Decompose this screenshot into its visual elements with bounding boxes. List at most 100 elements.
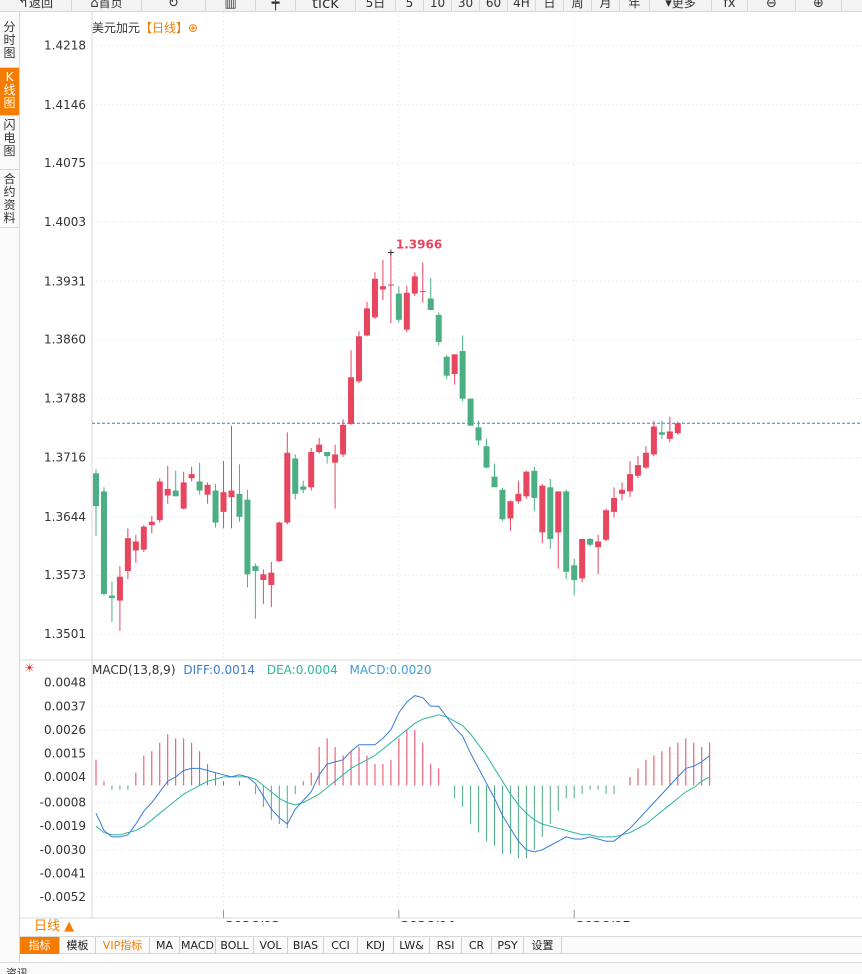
toolbar-item-2[interactable]: ↻	[142, 0, 206, 11]
toolbar-item-7[interactable]: 5	[396, 0, 424, 11]
period-select-button[interactable]: 日线 ▲	[34, 919, 75, 934]
toolbar-item-label: 周	[571, 0, 584, 10]
candle-body	[395, 293, 402, 320]
indicator-tab-9[interactable]: KDJ	[358, 937, 394, 954]
indicator-tab-7[interactable]: BIAS	[288, 937, 324, 954]
toolbar-item-12[interactable]: 日	[536, 0, 564, 11]
indicator-tab-8[interactable]: CCI	[324, 937, 358, 954]
toolbar-item-label: 年	[628, 0, 641, 10]
diff-line	[95, 695, 711, 853]
candle-body	[483, 446, 490, 468]
chart-bars-icon: ▥	[224, 0, 237, 11]
price-tick-label: 1.4075	[44, 156, 86, 170]
chart-title: 美元加元【日线】⊕	[92, 19, 198, 36]
indicator-tab-1[interactable]: 模板	[60, 937, 96, 954]
toolbar-item-4[interactable]: ┿	[256, 0, 296, 11]
side-tab-2[interactable]: 闪电图	[0, 116, 19, 170]
price-tick-label: 1.4146	[44, 98, 86, 112]
candle-body	[356, 336, 363, 382]
candle-body	[108, 595, 115, 599]
candle-body	[324, 451, 331, 457]
macd-tick-label: -0.0052	[40, 890, 86, 904]
candle-body	[196, 481, 203, 491]
toolbar-item-0[interactable]: ↰返回	[0, 0, 72, 11]
toolbar-item-13[interactable]: 周	[564, 0, 592, 11]
toolbar-item-19[interactable]: ⊕	[796, 0, 842, 11]
news-tab[interactable]: 资讯	[6, 967, 28, 974]
indicator-tab-10[interactable]: LW&	[394, 937, 430, 954]
add-symbol-icon[interactable]: ⊕	[188, 21, 199, 35]
side-tab-label: K线图	[3, 70, 16, 110]
indicator-tab-6[interactable]: VOL	[254, 937, 288, 954]
candle-body	[371, 278, 378, 318]
indicator-tab-13[interactable]: PSY	[492, 937, 524, 954]
candle-body	[467, 398, 474, 426]
side-tab-label: 合约资料	[3, 172, 16, 225]
candle-body	[204, 484, 211, 495]
period-label: 【日线】	[140, 21, 189, 35]
dea-value: DEA:0.0004	[266, 663, 338, 677]
toolbar-item-15[interactable]: 年	[620, 0, 650, 11]
candle-body	[619, 489, 626, 494]
toolbar-item-17[interactable]: fx	[712, 0, 748, 11]
macd-name: MACD(13,8,9)	[92, 663, 176, 677]
candle-body	[140, 526, 147, 550]
toolbar-item-6[interactable]: 5日	[356, 0, 396, 11]
indicator-tab-0[interactable]: 指标	[20, 937, 60, 954]
toolbar-item-label: 30	[457, 0, 474, 10]
candle-body	[563, 491, 570, 572]
candle-body	[228, 490, 235, 498]
candle-body	[435, 314, 442, 342]
candle-body	[634, 465, 641, 476]
toolbar-item-9[interactable]: 30	[452, 0, 480, 11]
toolbar-item-3[interactable]: ▥	[206, 0, 256, 11]
price-tick-label: 1.3716	[44, 451, 86, 465]
indicator-tab-14[interactable]: 设置	[524, 937, 562, 954]
indicator-tab-4[interactable]: MACD	[180, 937, 216, 954]
candle-body	[172, 490, 179, 497]
indicator-tab-11[interactable]: RSI	[430, 937, 462, 954]
toolbar-item-16[interactable]: ▾更多	[650, 0, 712, 11]
toolbar-item-label: 日	[543, 0, 556, 10]
candle-body	[180, 482, 187, 509]
side-tab-1[interactable]: K线图	[0, 68, 19, 116]
function-fx-icon: fx	[723, 0, 736, 11]
candle-body	[507, 501, 514, 519]
candle-body	[300, 486, 307, 490]
candle-body	[268, 572, 275, 585]
indicator-tab-3[interactable]: MA	[150, 937, 180, 954]
side-tab-3[interactable]: 合约资料	[0, 170, 19, 228]
macd-tick-label: -0.0041	[40, 866, 86, 880]
macd-tick-label: -0.0019	[40, 819, 86, 833]
indicator-tab-5[interactable]: BOLL	[216, 937, 254, 954]
candle-body	[674, 423, 681, 434]
price-tick-label: 1.3931	[44, 274, 86, 288]
indicator-settings-icon[interactable]: ☀	[24, 661, 35, 675]
price-tick-label: 1.3788	[44, 392, 86, 406]
price-tick-label: 1.4003	[44, 215, 86, 229]
toolbar-item-8[interactable]: 10	[424, 0, 452, 11]
date-tick-label: 2026/04	[401, 919, 455, 922]
candle-body	[650, 426, 657, 455]
side-tab-0[interactable]: 分时图	[0, 18, 19, 68]
toolbar-item-10[interactable]: 60	[480, 0, 508, 11]
toolbar-item-11[interactable]: 4H	[508, 0, 536, 11]
refresh-icon: ↻	[168, 0, 179, 11]
toolbar-item-14[interactable]: 月	[592, 0, 620, 11]
toolbar-item-5[interactable]: tick	[296, 0, 356, 11]
indicator-tab-2[interactable]: VIP指标	[96, 937, 150, 954]
indicator-tab-12[interactable]: CR	[462, 937, 492, 954]
candle-body	[611, 497, 618, 512]
candle-body	[443, 356, 450, 376]
top-toolbar: ↰返回 ⌂首页 ↻ ▥ ┿ tick 5日 5 10 30 60 4H 日 周月年 ▾更多 fx ⊖ ⊕	[0, 0, 862, 12]
candle-body	[515, 493, 522, 502]
toolbar-item-1[interactable]: ⌂首页	[72, 0, 142, 11]
max-price-label: 1.3966	[396, 238, 442, 252]
zoom-out-icon: ⊖	[766, 0, 777, 11]
toolbar-item-18[interactable]: ⊖	[748, 0, 796, 11]
price-tick-label: 1.3501	[44, 627, 86, 641]
candle-body	[308, 451, 315, 488]
diff-value: DIFF:0.0014	[183, 663, 256, 677]
candle-body	[379, 286, 386, 290]
candle-body	[658, 432, 665, 435]
